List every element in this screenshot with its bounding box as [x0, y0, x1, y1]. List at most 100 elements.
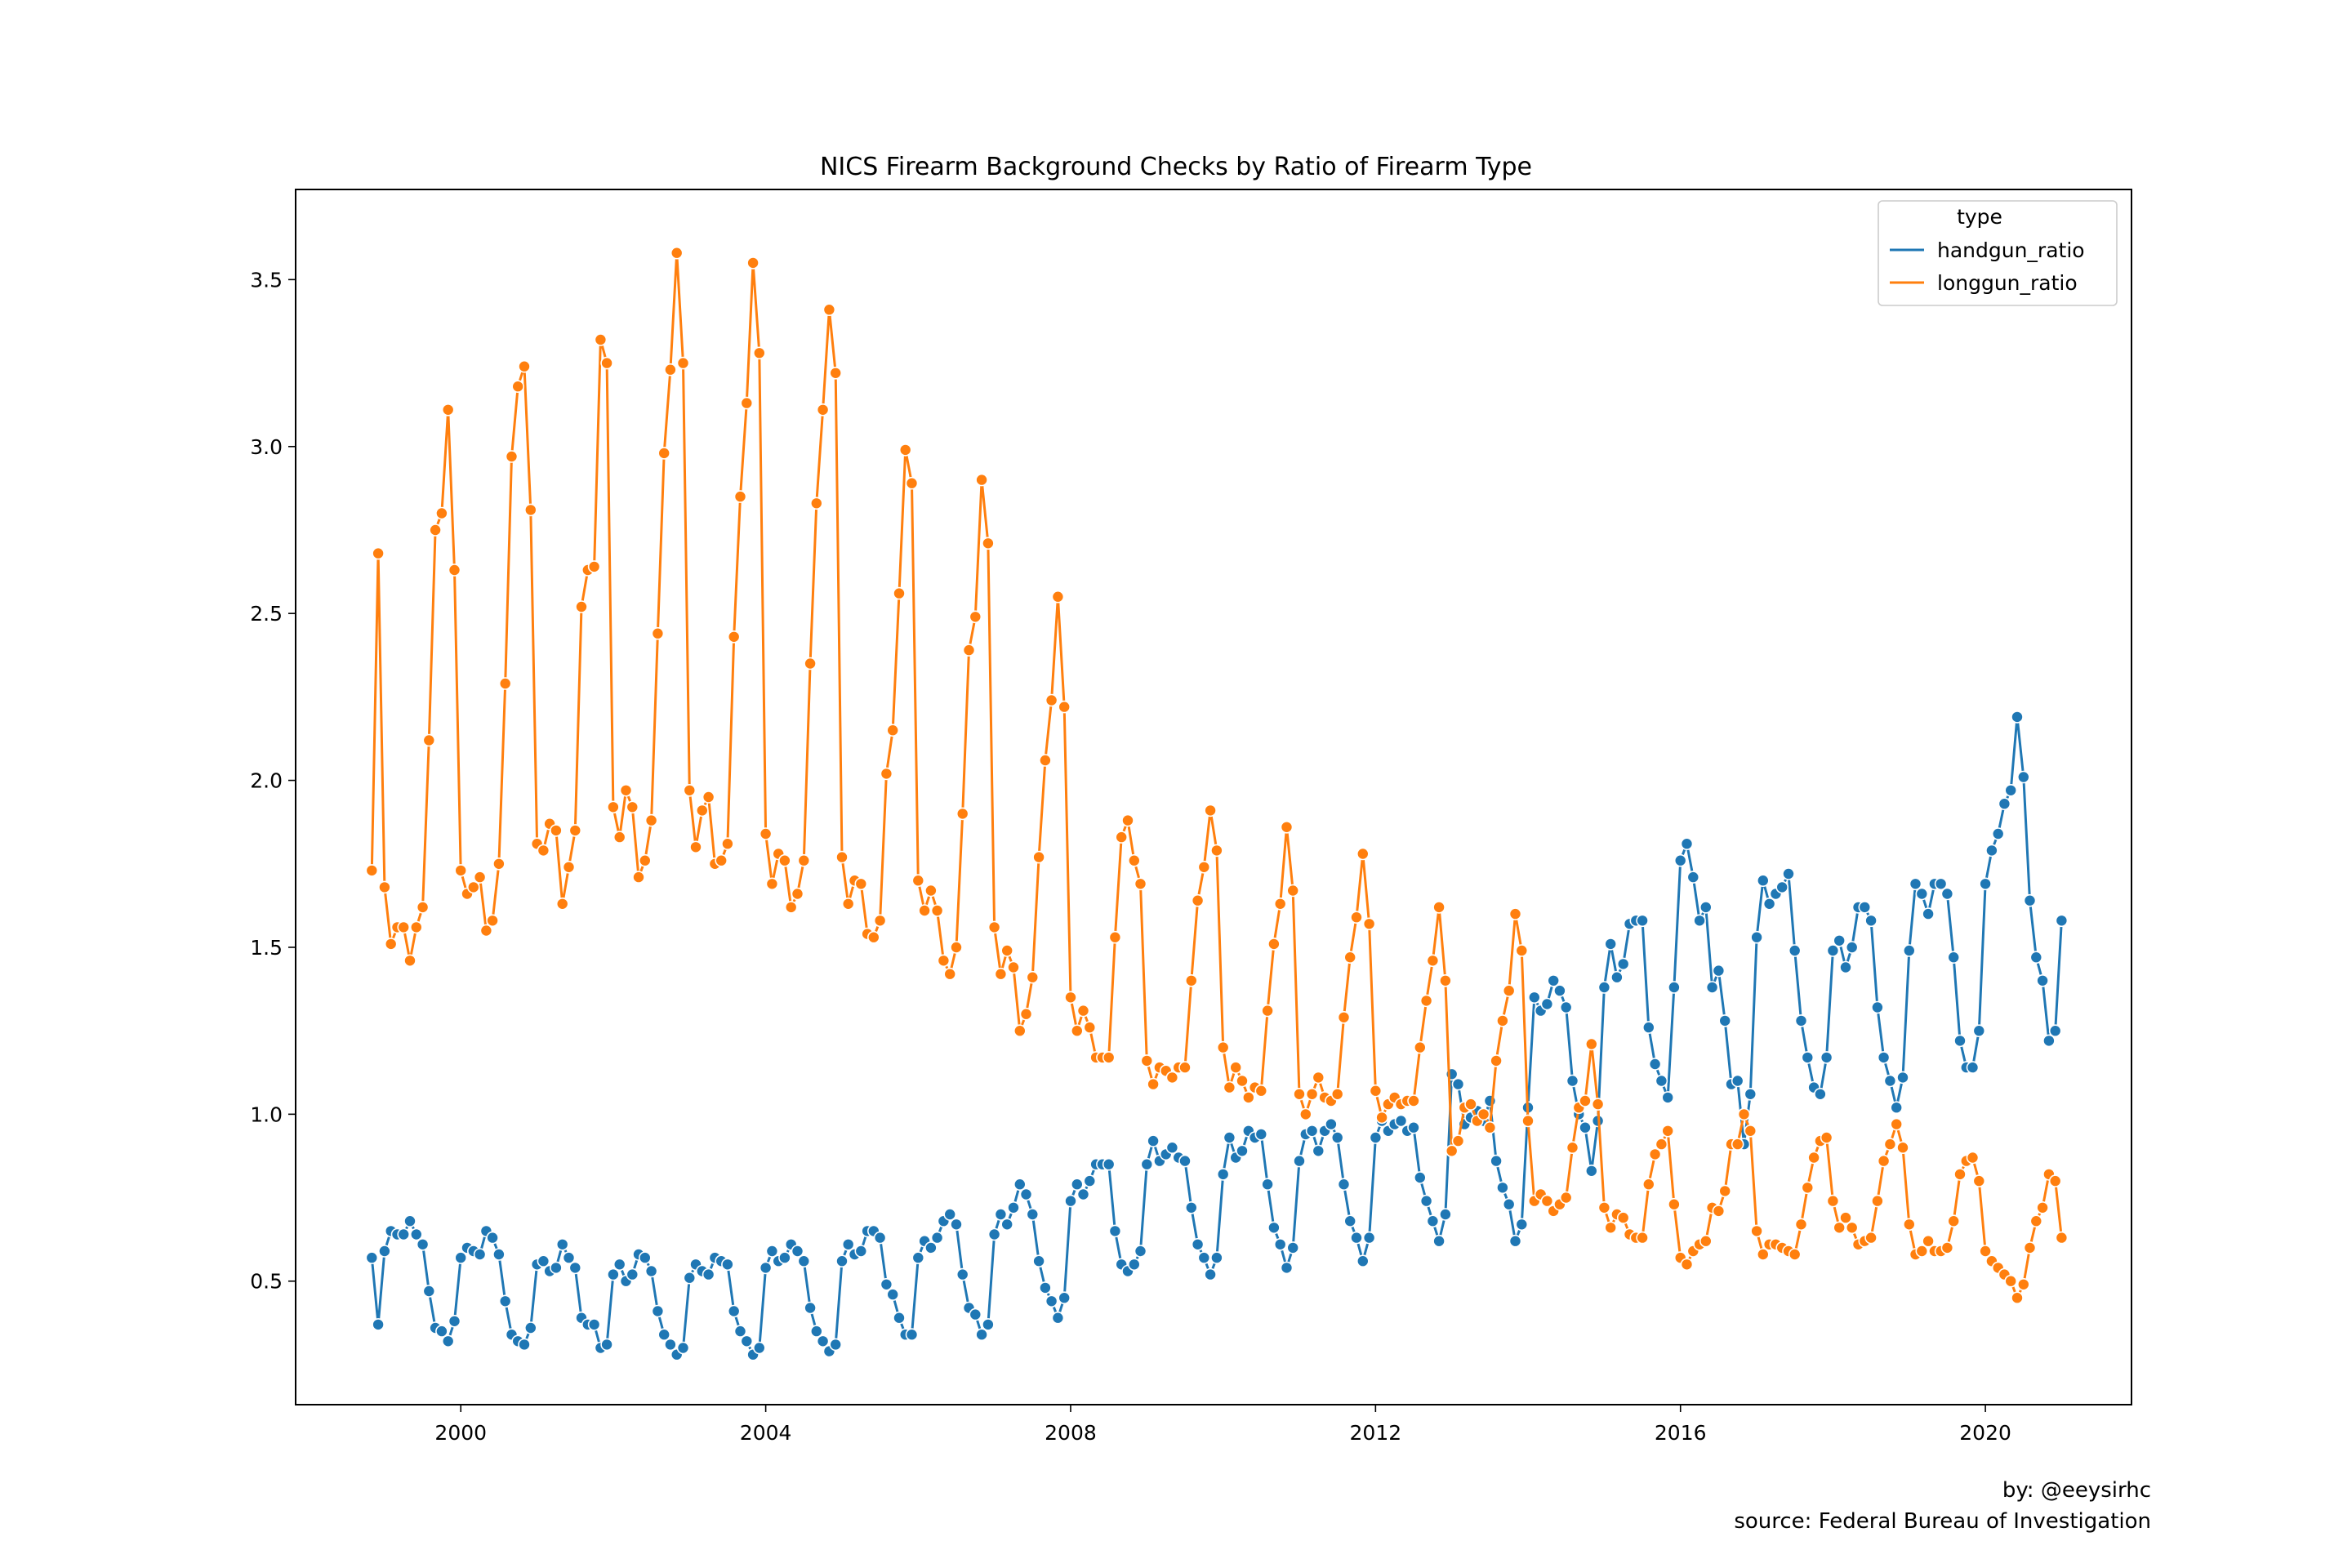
point-longgun_ratio-213	[1718, 1184, 1731, 1198]
point-longgun_ratio-31	[562, 861, 576, 874]
point-longgun_ratio-158	[1369, 1084, 1383, 1098]
point-handgun_ratio-167	[1426, 1214, 1440, 1227]
point-handgun_ratio-171	[1451, 1077, 1465, 1091]
point-handgun_ratio-259	[2011, 710, 2024, 724]
point-handgun_ratio-65	[778, 1251, 791, 1264]
point-longgun_ratio-259	[2011, 1291, 2024, 1304]
point-handgun_ratio-151	[1325, 1117, 1338, 1131]
point-handgun_ratio-263	[2036, 974, 2049, 987]
point-handgun_ratio-247	[1934, 877, 1948, 891]
point-handgun_ratio-207	[1680, 837, 1694, 850]
point-longgun_ratio-266	[2055, 1231, 2069, 1245]
point-longgun_ratio-262	[2029, 1214, 2043, 1227]
point-handgun_ratio-166	[1419, 1194, 1433, 1208]
point-handgun_ratio-153	[1337, 1178, 1351, 1191]
point-longgun_ratio-239	[1883, 1138, 1897, 1151]
point-handgun_ratio-121	[1134, 1245, 1147, 1258]
point-longgun_ratio-60	[746, 256, 760, 270]
point-longgun_ratio-253	[1972, 1174, 1986, 1187]
point-handgun_ratio-215	[1731, 1074, 1744, 1088]
point-handgun_ratio-258	[2004, 783, 2017, 797]
point-longgun_ratio-52	[695, 804, 709, 817]
point-handgun_ratio-110	[1064, 1194, 1077, 1208]
point-handgun_ratio-61	[752, 1341, 766, 1355]
point-longgun_ratio-156	[1356, 847, 1370, 861]
point-handgun_ratio-202	[1648, 1058, 1662, 1071]
point-handgun_ratio-35	[587, 1318, 601, 1331]
point-handgun_ratio-100	[1000, 1218, 1013, 1232]
point-handgun_ratio-195	[1604, 938, 1617, 951]
point-handgun_ratio-74	[835, 1254, 849, 1267]
point-handgun_ratio-218	[1750, 930, 1763, 944]
point-handgun_ratio-44	[644, 1264, 658, 1278]
point-handgun_ratio-261	[2023, 893, 2037, 907]
point-longgun_ratio-132	[1204, 804, 1217, 817]
point-longgun_ratio-85	[905, 476, 919, 490]
point-longgun_ratio-168	[1432, 901, 1446, 914]
point-handgun_ratio-213	[1718, 1014, 1731, 1027]
point-longgun_ratio-45	[651, 626, 665, 640]
point-longgun_ratio-122	[1140, 1054, 1154, 1067]
point-longgun_ratio-62	[759, 827, 773, 840]
point-handgun_ratio-229	[1820, 1051, 1833, 1064]
point-longgun_ratio-224	[1788, 1248, 1802, 1261]
point-longgun_ratio-41	[626, 800, 639, 814]
point-handgun_ratio-19	[486, 1231, 499, 1245]
point-longgun_ratio-101	[1007, 960, 1020, 974]
point-handgun_ratio-102	[1013, 1178, 1027, 1191]
point-handgun_ratio-75	[841, 1238, 855, 1251]
point-longgun_ratio-109	[1058, 700, 1071, 714]
point-longgun_ratio-111	[1071, 1024, 1084, 1037]
point-longgun_ratio-173	[1464, 1098, 1477, 1111]
point-longgun_ratio-66	[784, 901, 798, 914]
point-longgun_ratio-22	[505, 450, 519, 463]
point-handgun_ratio-20	[492, 1248, 506, 1261]
point-longgun_ratio-96	[975, 473, 988, 487]
point-handgun_ratio-97	[982, 1318, 995, 1331]
point-longgun_ratio-59	[740, 396, 754, 410]
point-handgun_ratio-106	[1039, 1281, 1052, 1294]
point-longgun_ratio-242	[1903, 1218, 1916, 1232]
point-handgun_ratio-169	[1439, 1208, 1452, 1221]
point-longgun_ratio-233	[1845, 1221, 1859, 1235]
point-longgun_ratio-216	[1737, 1107, 1751, 1121]
point-longgun_ratio-2	[378, 880, 391, 894]
point-handgun_ratio-0	[365, 1251, 379, 1264]
point-handgun_ratio-201	[1642, 1021, 1655, 1034]
point-handgun_ratio-86	[911, 1251, 925, 1264]
point-handgun_ratio-91	[943, 1208, 956, 1221]
point-longgun_ratio-261	[2023, 1241, 2037, 1254]
point-longgun_ratio-68	[797, 853, 811, 867]
point-handgun_ratio-108	[1051, 1311, 1065, 1325]
y-tick-label-1.0: 1.0	[250, 1102, 283, 1126]
point-handgun_ratio-219	[1757, 874, 1770, 887]
point-longgun_ratio-100	[1000, 944, 1013, 957]
point-longgun_ratio-181	[1515, 944, 1529, 957]
point-longgun_ratio-177	[1490, 1054, 1503, 1067]
point-handgun_ratio-123	[1147, 1134, 1160, 1147]
point-longgun_ratio-136	[1229, 1061, 1242, 1074]
point-longgun_ratio-147	[1299, 1107, 1312, 1121]
point-longgun_ratio-210	[1699, 1234, 1713, 1248]
point-handgun_ratio-6	[403, 1214, 416, 1227]
legend-label-handgun_ratio: handgun_ratio	[1937, 238, 2085, 262]
point-handgun_ratio-192	[1585, 1165, 1598, 1178]
point-longgun_ratio-188	[1559, 1191, 1573, 1205]
point-longgun_ratio-226	[1801, 1181, 1815, 1195]
point-handgun_ratio-81	[880, 1278, 893, 1291]
point-longgun_ratio-99	[994, 967, 1008, 981]
y-tick-label-0.5: 0.5	[250, 1270, 283, 1294]
point-longgun_ratio-90	[937, 954, 951, 968]
point-handgun_ratio-12	[441, 1334, 455, 1348]
point-longgun_ratio-215	[1731, 1138, 1744, 1151]
point-handgun_ratio-236	[1864, 914, 1878, 928]
point-handgun_ratio-128	[1178, 1154, 1192, 1168]
point-longgun_ratio-32	[568, 824, 582, 837]
point-handgun_ratio-71	[816, 1334, 830, 1348]
point-longgun_ratio-17	[473, 871, 487, 884]
point-handgun_ratio-187	[1553, 984, 1566, 997]
point-longgun_ratio-129	[1185, 974, 1198, 987]
point-longgun_ratio-254	[1979, 1245, 1992, 1258]
point-longgun_ratio-5	[397, 920, 411, 934]
point-longgun_ratio-94	[962, 644, 976, 657]
